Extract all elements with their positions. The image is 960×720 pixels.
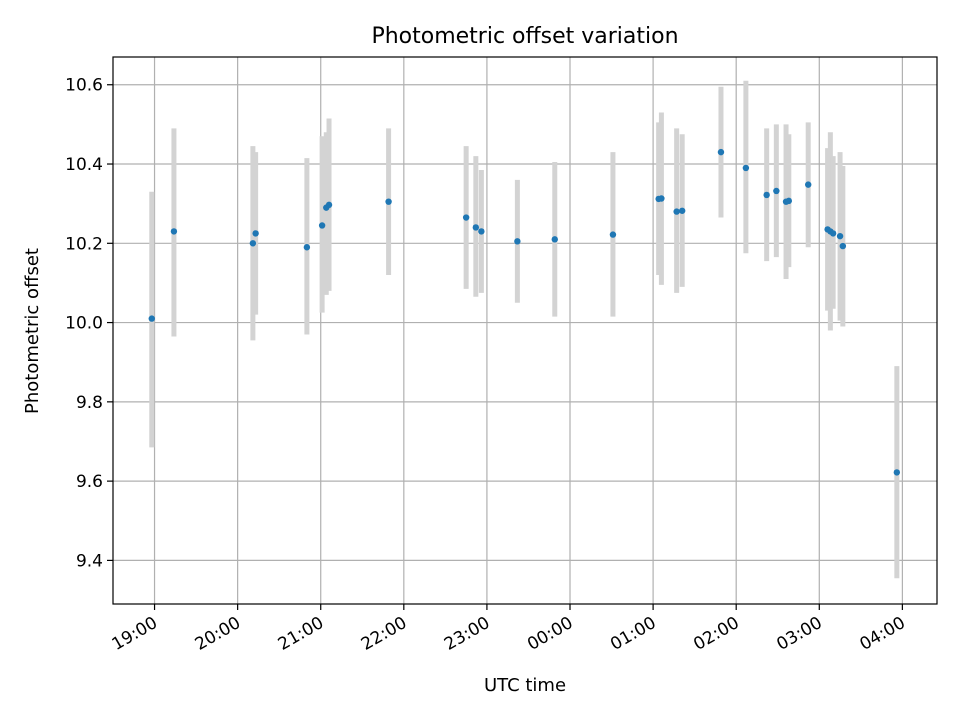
data-point	[785, 197, 793, 205]
data-point	[678, 207, 686, 214]
data-point	[514, 238, 521, 245]
data-point	[325, 201, 333, 209]
data-point	[609, 231, 617, 238]
data-point	[252, 230, 259, 237]
y-tick-label: 9.8	[76, 393, 103, 413]
x-tick-label: 03:00	[773, 613, 825, 655]
error-bars	[149, 80, 900, 579]
data-point	[478, 228, 485, 235]
data-point	[170, 228, 178, 235]
y-tick-label: 10.6	[65, 76, 103, 96]
data-points	[148, 148, 901, 476]
data-point	[773, 187, 780, 195]
grid-lines	[113, 57, 937, 604]
x-tick-label: 20:00	[192, 613, 244, 655]
data-point	[717, 148, 725, 156]
y-tick-label: 9.6	[76, 472, 103, 492]
data-point	[318, 222, 326, 229]
y-axis-label: Photometric offset	[22, 248, 43, 414]
data-point	[763, 191, 770, 199]
data-point	[303, 244, 311, 251]
data-point	[836, 232, 844, 240]
y-tick-label: 10.0	[65, 314, 103, 334]
x-axis-ticks: 19:00 20:00 21:00 22:00 23:00 00:00 01:00 02:00…	[109, 604, 909, 655]
y-axis-ticks: 9.4 9.6 9.8 10.0 10.2 10.4 10.6	[65, 76, 113, 571]
data-point	[658, 195, 665, 202]
data-point	[893, 469, 901, 476]
data-point	[805, 181, 812, 188]
x-tick-label: 02:00	[690, 613, 742, 655]
x-tick-label: 19:00	[109, 613, 161, 655]
chart-title: Photometric offset variation	[371, 24, 678, 49]
data-point	[839, 242, 847, 250]
x-axis-label: UTC time	[484, 675, 566, 696]
x-tick-label: 00:00	[524, 613, 576, 655]
data-point	[385, 198, 392, 205]
y-tick-label: 10.4	[65, 155, 103, 175]
x-tick-label: 01:00	[607, 613, 659, 655]
data-point	[742, 164, 750, 172]
plot-frame	[112, 56, 938, 605]
data-point	[472, 224, 480, 231]
y-tick-label: 9.4	[76, 551, 103, 571]
data-point	[829, 230, 837, 237]
data-point	[249, 240, 257, 247]
y-tick-label: 10.2	[65, 234, 103, 254]
x-tick-label: 04:00	[856, 613, 908, 655]
x-tick-label: 22:00	[358, 613, 410, 655]
data-point	[462, 214, 470, 221]
x-tick-label: 21:00	[275, 613, 327, 655]
data-point	[148, 315, 155, 322]
data-point	[673, 208, 680, 215]
x-tick-label: 23:00	[441, 613, 493, 655]
data-point	[551, 236, 558, 243]
